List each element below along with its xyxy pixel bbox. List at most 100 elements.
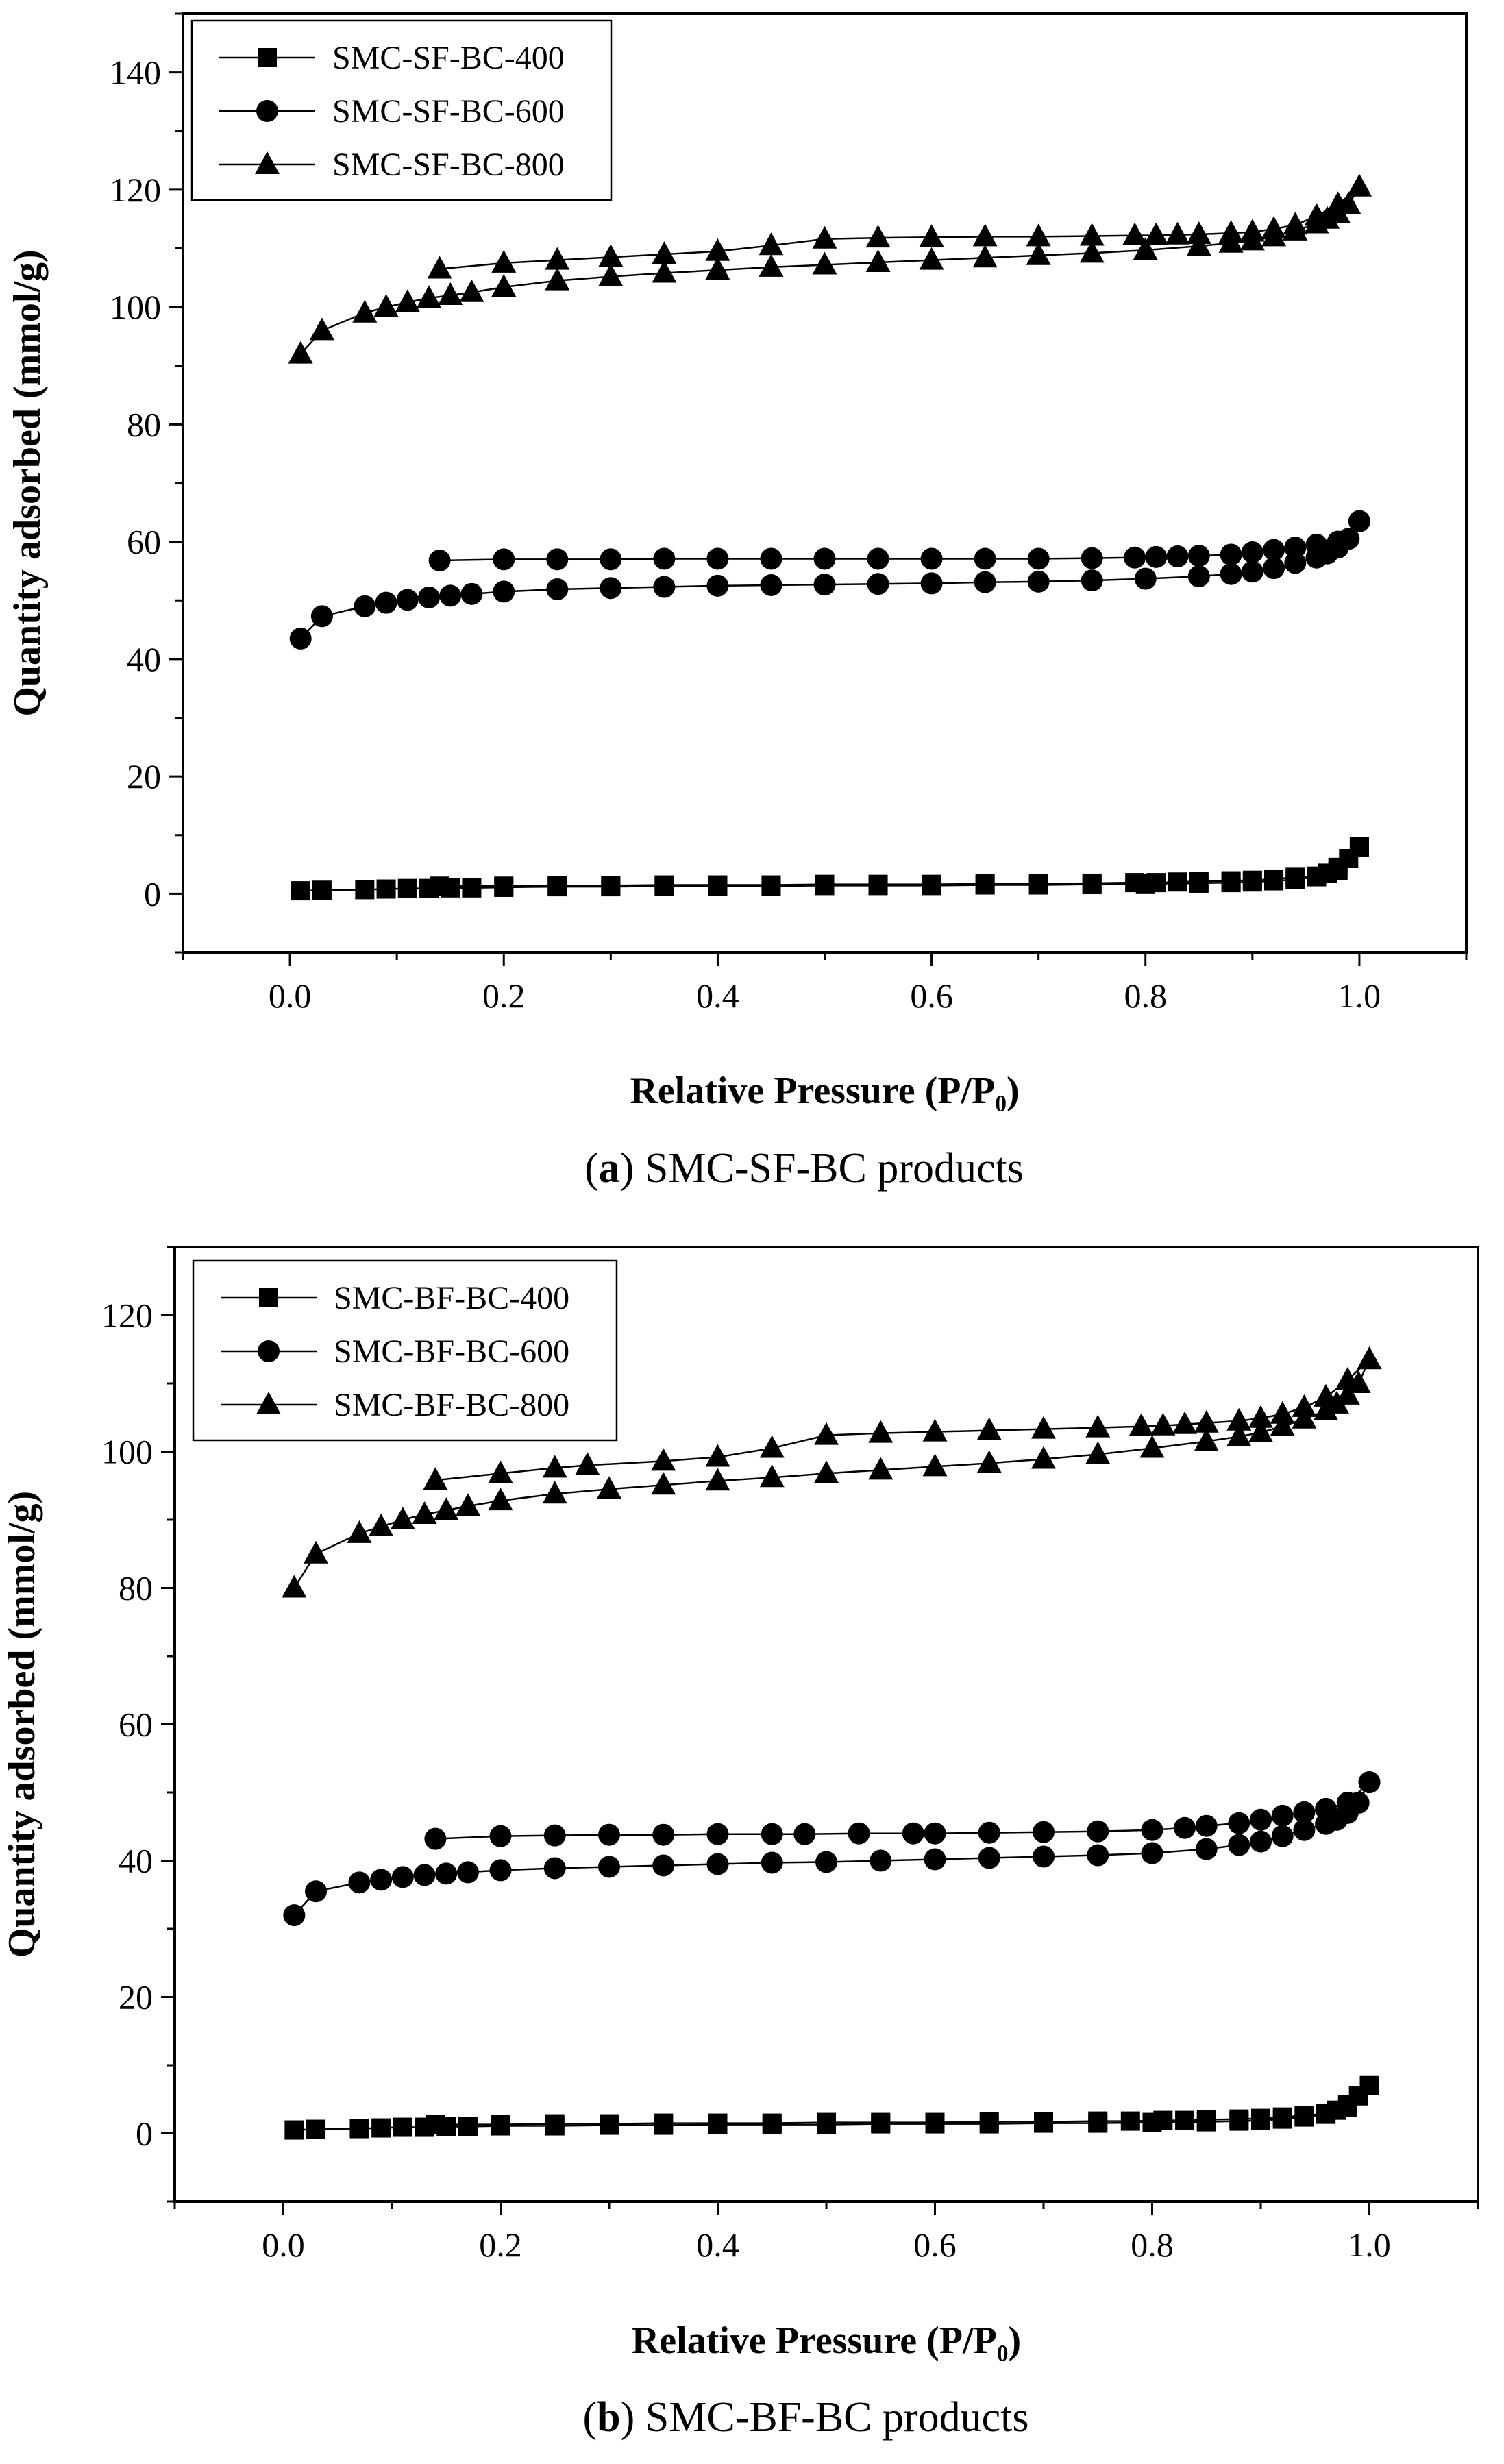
adsorption-point (491, 274, 517, 297)
adsorption-point (310, 605, 333, 628)
adsorption-point (598, 263, 624, 286)
legend-label: SMC-SF-BC-600 (332, 93, 565, 130)
desorption-point (919, 224, 944, 247)
desorption-point (654, 2113, 674, 2133)
adsorption-point (438, 282, 463, 305)
adsorption-point (1292, 1405, 1317, 1429)
adsorption-point (1263, 557, 1285, 580)
desorption-point (1196, 2110, 1216, 2130)
desorption-point (1335, 1367, 1360, 1390)
desorption-point (1168, 872, 1187, 892)
series-SMC-SF-BC-600 (289, 510, 1370, 650)
desorption-point (430, 876, 449, 896)
desorption-point (1241, 541, 1263, 564)
desorption-point (1349, 837, 1369, 857)
desorption-point (1272, 2107, 1292, 2127)
adsorption-point (546, 578, 569, 600)
series-SMC-SF-BC-400 (291, 837, 1369, 901)
desorption-point (489, 1825, 512, 1847)
adsorption-point (371, 2118, 391, 2138)
adsorption-point (391, 1866, 414, 1888)
desorption-point (491, 2115, 510, 2134)
desorption-point (815, 874, 835, 894)
desorption-point (547, 876, 567, 896)
legend-marker-square (258, 48, 277, 67)
desorption-point (652, 1823, 675, 1846)
figure-caption: (b) SMC-BF-BC products (582, 2394, 1028, 2441)
desorption-point (848, 1822, 870, 1845)
desorption-point (427, 256, 452, 279)
y-tick-label: 0 (136, 2115, 153, 2153)
legend-label: SMC-BF-BC-600 (334, 1333, 569, 1370)
adsorption-point (1133, 237, 1158, 260)
desorption-point (1228, 1812, 1250, 1834)
adsorption-point (390, 1507, 415, 1529)
desorption-point (761, 875, 781, 895)
desorption-point (493, 548, 515, 571)
adsorption-point (760, 574, 782, 596)
adsorption-point (1187, 565, 1210, 588)
desorption-point (598, 1823, 620, 1846)
desorption-point (488, 1460, 513, 1483)
desorption-point (1141, 1819, 1163, 1841)
figure-caption: (a) SMC-SF-BC products (584, 1145, 1024, 1192)
desorption-point (1165, 221, 1190, 245)
desorption-point (423, 1467, 448, 1490)
adsorption-point (812, 251, 837, 275)
desorption-point (1358, 1771, 1381, 1794)
adsorption-point (347, 1520, 372, 1543)
desorption-point (1166, 545, 1189, 568)
adsorption-point (396, 589, 419, 611)
desorption-point (1285, 867, 1305, 887)
adsorption-point (355, 880, 375, 900)
y-tick-label: 100 (101, 1433, 153, 1471)
desorption-point (812, 225, 837, 249)
desorption-point (1088, 2111, 1108, 2131)
adsorption-point (1284, 552, 1307, 574)
desorption-point (1348, 510, 1370, 532)
desorption-point (761, 1823, 783, 1845)
legend-marker-circle (258, 1340, 280, 1362)
adsorption-point (434, 1497, 459, 1520)
y-tick-label: 60 (127, 523, 161, 561)
adsorption-point (397, 878, 417, 898)
desorption-point (428, 550, 451, 572)
desorption-line (435, 1782, 1370, 1840)
adsorption-point (284, 2120, 304, 2140)
adsorption-point (369, 1513, 394, 1536)
desorption-point (652, 241, 677, 264)
adsorption-point (1293, 1819, 1316, 1841)
desorption-point (706, 1823, 729, 1845)
desorption-point (1263, 539, 1285, 561)
adsorption-point (865, 249, 891, 273)
desorption-point (1293, 1801, 1316, 1823)
desorption-point (925, 2112, 945, 2132)
adsorption-point (1031, 1446, 1056, 1469)
desorption-point (1033, 1821, 1055, 1843)
adsorption-point (283, 1904, 306, 1927)
adsorption-point (1195, 1838, 1218, 1860)
adsorption-point (413, 1864, 436, 1886)
adsorption-point (460, 582, 483, 605)
adsorption-point (1335, 1381, 1360, 1405)
adsorption-point (375, 591, 397, 614)
desorption-point (1087, 1820, 1109, 1843)
adsorption-point (288, 341, 313, 364)
adsorption-point (972, 245, 998, 268)
legend-marker-triangle (255, 151, 280, 174)
desorption-point (1125, 873, 1145, 893)
desorption-point (814, 1422, 839, 1445)
adsorption-point (352, 299, 378, 323)
desorption-point (708, 2113, 728, 2133)
desorption-point (705, 1444, 730, 1467)
x-tick-label: 0.0 (269, 976, 312, 1015)
desorption-point (1337, 2097, 1357, 2117)
desorption-point (546, 548, 569, 571)
desorption-point (1221, 871, 1241, 891)
legend-label: SMC-SF-BC-800 (332, 147, 565, 183)
adsorption-point (978, 1847, 1000, 1869)
legend: SMC-SF-BC-400 SMC-SF-BC-600 SMC-SF-BC-800 (190, 19, 613, 201)
legend-label: SMC-BF-BC-400 (334, 1280, 569, 1316)
desorption-point (708, 875, 728, 895)
adsorption-point (974, 571, 996, 593)
